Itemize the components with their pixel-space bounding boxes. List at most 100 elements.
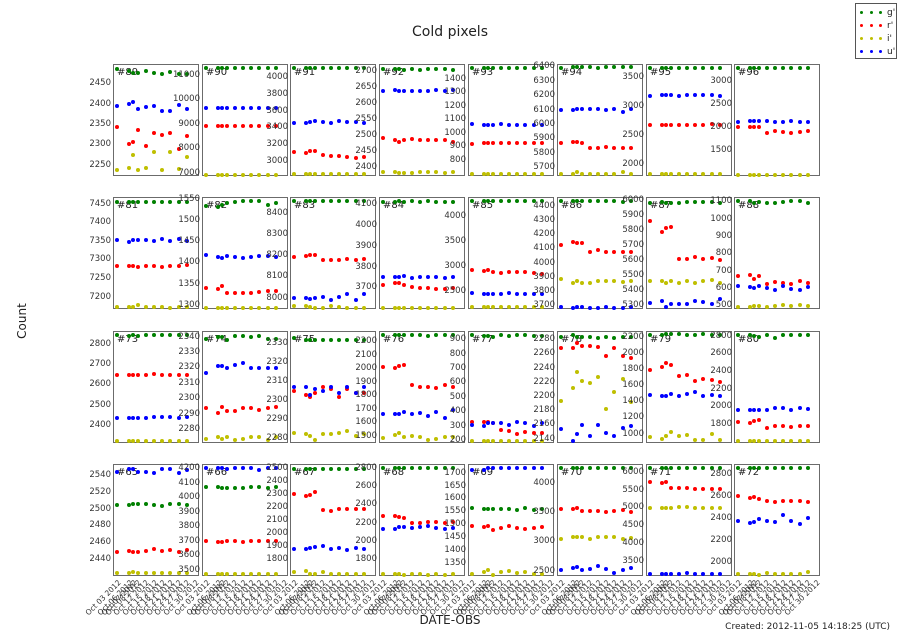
y-tick-label: 2500 — [533, 565, 555, 576]
y-tick-label: 7350 — [89, 235, 111, 246]
data-point-i — [312, 172, 317, 177]
data-point-u — [559, 426, 563, 431]
data-point-u — [628, 565, 633, 570]
data-point-i — [401, 305, 406, 310]
data-point-g — [660, 332, 665, 337]
data-point-g — [523, 66, 528, 71]
data-point-g — [345, 65, 350, 70]
data-point-g — [265, 336, 270, 341]
data-point-i — [304, 432, 309, 437]
data-point-g — [257, 66, 262, 71]
data-point-r — [470, 419, 474, 424]
data-point-u — [220, 105, 225, 110]
data-point-u — [756, 284, 761, 289]
data-point-g — [312, 466, 317, 471]
y-tick-label: 2400 — [710, 365, 732, 376]
data-point-r — [249, 123, 254, 128]
data-point-g — [434, 332, 439, 337]
data-point-r — [628, 509, 633, 514]
subplot-ccd-79: #79 — [646, 331, 732, 443]
data-point-u — [579, 304, 584, 309]
data-point-r — [337, 258, 342, 263]
data-point-u — [337, 119, 342, 123]
data-point-u — [482, 468, 487, 473]
data-point-g — [575, 465, 580, 470]
data-point-u — [717, 393, 722, 398]
y-tick-label: 3500 — [178, 565, 200, 576]
y-tick-label: 3600 — [266, 105, 288, 116]
y-tick-label: 2200 — [355, 517, 377, 528]
data-point-u — [176, 102, 181, 107]
data-point-r — [220, 284, 225, 289]
data-point-i — [709, 431, 714, 436]
data-point-u — [701, 300, 706, 304]
data-point-i — [265, 173, 270, 177]
data-point-g — [143, 69, 148, 74]
data-point-r — [648, 219, 652, 223]
data-point-u — [490, 466, 495, 471]
data-point-g — [312, 337, 317, 342]
data-point-u — [648, 393, 652, 398]
data-point-g — [676, 201, 681, 205]
data-point-i — [684, 172, 689, 177]
subplot-label: #65 — [117, 467, 139, 478]
data-point-i — [361, 571, 366, 576]
subplot-ccd-83: #83 — [290, 197, 376, 310]
data-point-g — [579, 334, 584, 339]
data-point-i — [764, 570, 769, 575]
data-point-r — [789, 281, 794, 286]
data-point-r — [151, 547, 156, 552]
data-point-g — [515, 66, 520, 71]
y-tick-label: 2450 — [89, 78, 111, 89]
data-point-g — [308, 199, 313, 204]
y-tick-label: 2500 — [355, 129, 377, 140]
y-tick-label: 4000 — [444, 210, 466, 221]
data-point-r — [204, 406, 208, 411]
data-point-r — [127, 263, 132, 268]
data-point-u — [648, 93, 652, 98]
data-point-g — [748, 65, 753, 70]
data-point-u — [127, 102, 132, 107]
data-point-g — [393, 466, 398, 471]
data-point-g — [249, 485, 254, 490]
y-tick-label: 2400 — [266, 475, 288, 486]
data-point-g — [612, 199, 617, 204]
y-tick-label: 4000 — [178, 492, 200, 503]
data-point-i — [115, 304, 119, 309]
data-point-r — [531, 430, 536, 435]
data-point-r — [257, 289, 262, 294]
data-point-r — [604, 249, 609, 254]
data-point-i — [559, 171, 563, 176]
data-point-r — [450, 384, 455, 389]
y-tick-label: 3400 — [266, 122, 288, 133]
data-point-r — [135, 550, 140, 555]
data-point-r — [595, 145, 600, 150]
subplot-label: #90 — [206, 67, 228, 78]
data-point-g — [417, 200, 422, 205]
subplot-label: #67 — [294, 467, 316, 478]
y-tick-label: 2240 — [533, 362, 555, 373]
data-point-i — [709, 172, 714, 177]
data-point-u — [756, 119, 761, 124]
data-point-i — [668, 172, 673, 177]
data-point-g — [781, 65, 786, 70]
data-point-g — [668, 65, 673, 70]
data-point-i — [204, 305, 208, 310]
subplot-ccd-67: #67 — [290, 464, 376, 576]
data-point-u — [393, 87, 398, 92]
y-tick-label: 4000 — [355, 220, 377, 230]
data-point-u — [709, 571, 714, 576]
y-tick-label: 1500 — [710, 145, 732, 156]
data-point-r — [797, 424, 802, 429]
data-point-r — [628, 146, 633, 151]
data-point-r — [409, 137, 414, 142]
data-point-g — [160, 71, 165, 76]
data-point-u — [498, 466, 503, 471]
data-point-u — [752, 286, 757, 291]
data-point-r — [115, 549, 119, 554]
data-point-u — [131, 99, 136, 104]
data-point-r — [797, 499, 802, 504]
data-point-u — [660, 394, 665, 399]
y-tick-label: 2280 — [178, 424, 200, 435]
data-point-u — [320, 388, 325, 393]
